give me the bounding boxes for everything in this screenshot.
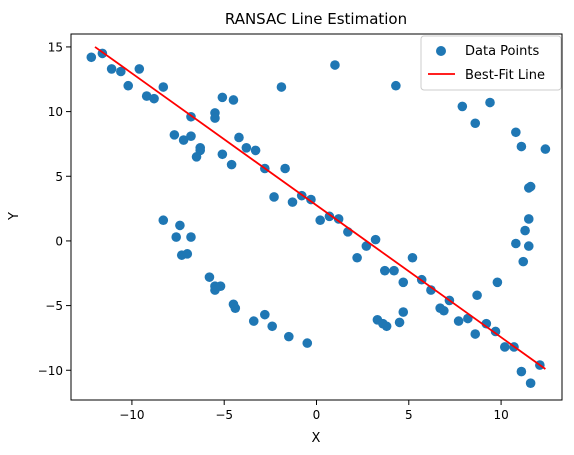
- data-point: [381, 321, 392, 332]
- data-point: [106, 64, 117, 74]
- data-point: [472, 290, 482, 301]
- data-point: [306, 194, 316, 205]
- data-point: [523, 241, 534, 251]
- data-point: [470, 118, 481, 129]
- y-tick-label: 0: [55, 234, 63, 248]
- data-point: [234, 132, 244, 143]
- y-tick-label: 15: [48, 40, 63, 54]
- data-point: [217, 149, 228, 160]
- data-point: [280, 163, 290, 174]
- data-point: [169, 130, 180, 140]
- y-tick-label: −5: [45, 299, 63, 313]
- data-point: [453, 316, 464, 326]
- legend-label-data-points: Data Points: [465, 44, 539, 59]
- data-point: [186, 131, 196, 141]
- data-point: [540, 144, 551, 154]
- data-point: [370, 234, 381, 245]
- data-point: [525, 181, 536, 192]
- data-point: [398, 307, 409, 317]
- data-point: [470, 329, 481, 339]
- data-point: [241, 143, 252, 153]
- y-tick-label: 5: [55, 170, 63, 184]
- data-point: [230, 303, 241, 313]
- data-point: [518, 256, 529, 267]
- data-point: [158, 215, 169, 226]
- data-point: [380, 265, 390, 276]
- data-point: [352, 252, 362, 263]
- data-point: [330, 60, 340, 70]
- y-axis-label: Y: [7, 212, 22, 221]
- best-fit-line: [94, 46, 546, 370]
- data-point: [516, 141, 527, 152]
- y-axis-ticks: −10 −5 0 5 10 15: [38, 40, 71, 378]
- data-point: [217, 92, 228, 103]
- x-tick-label: 0: [313, 408, 321, 422]
- x-tick-label: 5: [405, 408, 413, 422]
- data-point: [260, 309, 270, 320]
- data-point: [204, 272, 215, 282]
- legend: Data Points Best-Fit Line: [420, 35, 562, 91]
- data-point: [398, 277, 409, 288]
- x-tick-label: −5: [215, 408, 233, 422]
- data-point: [490, 326, 501, 337]
- legend-marker-data-points: [436, 46, 446, 56]
- data-point: [158, 82, 169, 92]
- data-point: [178, 135, 189, 145]
- y-tick-label: −10: [38, 364, 63, 378]
- data-point: [457, 101, 468, 112]
- best-fit-line-layer: [94, 46, 546, 370]
- data-point: [134, 64, 145, 74]
- data-point: [123, 80, 134, 91]
- legend-box: [420, 35, 562, 91]
- data-point: [426, 285, 436, 295]
- data-point: [485, 97, 495, 108]
- data-point: [248, 316, 259, 326]
- data-point: [520, 225, 530, 236]
- data-point: [511, 238, 521, 249]
- data-point: [226, 159, 237, 170]
- data-points: [86, 48, 551, 388]
- data-point: [182, 249, 193, 259]
- data-point: [269, 192, 279, 202]
- data-point: [523, 214, 534, 224]
- data-point: [516, 366, 527, 377]
- x-tick-label: 10: [493, 408, 508, 422]
- data-point: [302, 338, 313, 348]
- data-point: [116, 66, 126, 77]
- data-point: [86, 52, 97, 63]
- data-point: [195, 145, 206, 156]
- data-point: [149, 93, 159, 104]
- data-point: [228, 95, 239, 105]
- data-point: [267, 321, 278, 332]
- data-point: [492, 277, 503, 288]
- data-point: [315, 215, 325, 226]
- data-point: [284, 331, 294, 342]
- data-point: [276, 82, 287, 92]
- data-point: [394, 317, 405, 328]
- data-point: [287, 197, 298, 207]
- data-point: [186, 232, 196, 242]
- data-point: [215, 281, 226, 291]
- data-point: [210, 113, 220, 123]
- data-point: [175, 220, 185, 231]
- data-point: [389, 265, 399, 276]
- data-point: [525, 378, 536, 388]
- data-point: [333, 214, 344, 224]
- data-point: [171, 232, 182, 242]
- data-point: [141, 91, 152, 101]
- x-axis-ticks: −10 −5 0 5 10: [119, 400, 509, 422]
- data-point: [250, 145, 261, 156]
- data-point: [499, 342, 510, 352]
- data-point: [407, 252, 418, 263]
- data-point: [324, 211, 335, 222]
- data-point: [439, 305, 449, 316]
- chart-title: RANSAC Line Estimation: [225, 10, 407, 28]
- data-point: [511, 127, 521, 138]
- x-axis-label: X: [312, 431, 321, 446]
- x-tick-label: −10: [119, 408, 144, 422]
- y-tick-label: 10: [48, 105, 63, 119]
- data-point: [391, 80, 401, 91]
- legend-label-best-fit-line: Best-Fit Line: [465, 68, 545, 83]
